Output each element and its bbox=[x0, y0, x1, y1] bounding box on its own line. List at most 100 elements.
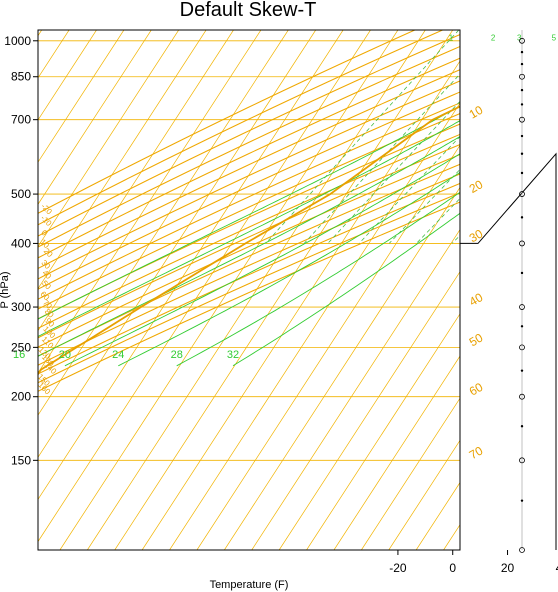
dry-adiabat-150 bbox=[38, 192, 460, 384]
height-label: 50 bbox=[467, 330, 486, 349]
dry-adiabat-60 bbox=[38, 102, 460, 300]
wind-calm-circle bbox=[519, 344, 525, 351]
mixing-ratio-label: 5 bbox=[552, 34, 557, 43]
isotherm--120 bbox=[38, 30, 125, 163]
isotherm--60 bbox=[38, 30, 289, 416]
dry-adiabat--10 bbox=[38, 30, 443, 226]
mixing-ratio-line-2 bbox=[303, 73, 460, 244]
y-tick-label: 400 bbox=[11, 236, 31, 250]
wind-dot bbox=[520, 88, 524, 92]
chart-title: Default Skew-T bbox=[180, 0, 317, 21]
y-tick-label: 700 bbox=[11, 113, 31, 127]
isotherm--50 bbox=[38, 30, 317, 458]
wind-dot bbox=[520, 216, 524, 219]
isotherm-0 bbox=[114, 30, 454, 550]
x-tick-label: 40 bbox=[556, 561, 558, 575]
dry-adiabat--20 bbox=[38, 30, 416, 214]
wind-dot bbox=[520, 134, 524, 138]
wind-calm-circle bbox=[519, 191, 525, 197]
wind-calm-circle bbox=[519, 393, 525, 400]
y-tick-label: 300 bbox=[11, 300, 31, 314]
mixing-ratio-line-20 bbox=[451, 234, 460, 244]
moist-adiabat-label: 28 bbox=[171, 349, 183, 361]
wind-dot bbox=[520, 425, 524, 428]
isotherm--100 bbox=[38, 30, 179, 248]
wind-barb-column bbox=[519, 30, 525, 553]
skewt-grid bbox=[38, 30, 460, 550]
standard-atmosphere-sounding bbox=[38, 105, 460, 376]
y-tick-label: 250 bbox=[11, 340, 31, 354]
dry-adiabat-50 bbox=[38, 91, 460, 290]
dry-adiabat-120 bbox=[38, 163, 460, 357]
height-label: 10 bbox=[467, 103, 486, 122]
y-tick-label: 500 bbox=[11, 187, 31, 201]
y-tick-label: 200 bbox=[11, 390, 31, 404]
wind-dot bbox=[520, 62, 524, 66]
moist-adiabat-label: 16 bbox=[13, 349, 25, 361]
wind-calm-circle bbox=[519, 547, 525, 553]
moist-adiabat-label: 24 bbox=[112, 349, 124, 361]
outline-right bbox=[459, 152, 557, 550]
wind-dot bbox=[520, 50, 524, 54]
dry-adiabat-10 bbox=[38, 45, 460, 248]
isotherm-40 bbox=[224, 186, 460, 550]
isotherm--30 bbox=[38, 30, 371, 543]
dry-adiabat-30 bbox=[38, 69, 460, 270]
mixing-ratio-label: 3 bbox=[517, 34, 522, 43]
y-axis-label: P (hPa) bbox=[0, 271, 11, 308]
wind-dot bbox=[520, 499, 524, 502]
dry-adiabat-160 bbox=[38, 201, 460, 392]
wind-calm-circle bbox=[519, 240, 525, 247]
height-label: 40 bbox=[467, 290, 486, 309]
mixing-ratio-label: 1 bbox=[449, 34, 454, 43]
dry-adiabat-label: 50 bbox=[40, 279, 53, 292]
dry-adiabat-90 bbox=[38, 133, 460, 329]
y-tick-label: 1000 bbox=[4, 34, 31, 48]
moist-adiabat-8 bbox=[38, 105, 460, 320]
dry-adiabat-70 bbox=[38, 113, 460, 310]
height-label: 60 bbox=[467, 380, 486, 399]
isotherm-100 bbox=[388, 439, 460, 550]
plot-frame bbox=[37, 29, 557, 551]
dry-adiabat-140 bbox=[38, 182, 460, 375]
x-axis-label: Temperature (F) bbox=[210, 579, 289, 591]
isotherm--130 bbox=[38, 30, 97, 121]
isotherm-20 bbox=[169, 102, 460, 550]
moist-adiabat-32 bbox=[232, 212, 460, 367]
y-tick-label: 150 bbox=[11, 453, 31, 467]
height-label: 70 bbox=[467, 443, 486, 462]
mixing-ratio-line-5 bbox=[358, 135, 460, 244]
x-tick-label: -20 bbox=[389, 561, 407, 575]
wind-calm-circle bbox=[519, 73, 525, 80]
dry-adiabat-0 bbox=[38, 33, 460, 237]
wind-calm-circle bbox=[519, 37, 525, 44]
isotherm-120 bbox=[443, 524, 460, 550]
y-tick-label: 850 bbox=[11, 70, 31, 84]
isotherm--110 bbox=[38, 30, 152, 205]
x-tick-label: 20 bbox=[501, 561, 515, 575]
wind-calm-circle bbox=[519, 457, 525, 464]
moist-adiabat-28 bbox=[176, 191, 460, 367]
dry-adiabat-label: 0 bbox=[39, 228, 49, 238]
wind-dot bbox=[520, 171, 524, 175]
wind-dot bbox=[520, 103, 524, 106]
wind-dot bbox=[520, 369, 524, 372]
moist-adiabat-20 bbox=[64, 153, 460, 367]
line-labels: 1235812208121620242832-20-10010203040506… bbox=[13, 34, 557, 463]
isotherm--90 bbox=[38, 30, 207, 290]
isotherm--10 bbox=[87, 30, 426, 550]
isotherm--20 bbox=[59, 30, 399, 550]
dry-adiabat-130 bbox=[38, 173, 460, 366]
wind-dot bbox=[520, 325, 524, 328]
moist-adiabat-12 bbox=[38, 120, 460, 337]
x-tick-label: 0 bbox=[449, 561, 456, 575]
moist-adiabat-16 bbox=[38, 135, 460, 357]
isotherm-70 bbox=[306, 313, 460, 550]
dry-adiabat-100 bbox=[38, 143, 460, 339]
wind-calm-circle bbox=[519, 304, 525, 310]
isotherm-10 bbox=[141, 60, 460, 550]
moist-adiabat-24 bbox=[118, 171, 460, 367]
isotherm--40 bbox=[38, 30, 344, 501]
dry-adiabat-20 bbox=[38, 57, 460, 259]
